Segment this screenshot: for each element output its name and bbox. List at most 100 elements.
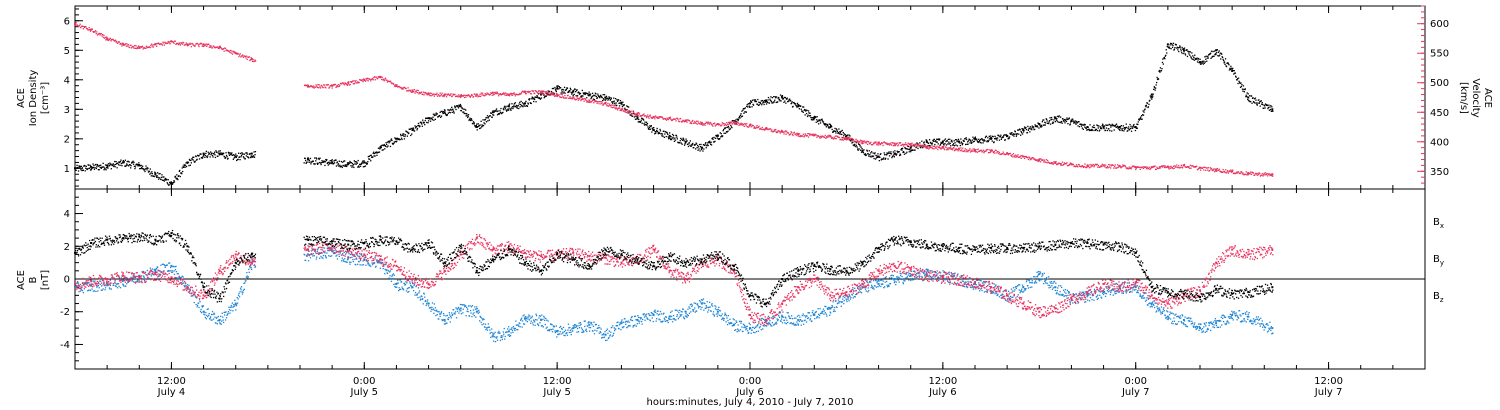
by-series-point [347,256,350,259]
bx-series-point [700,258,703,261]
velocity-tick-label: 450 [1430,108,1449,119]
density-series-point [363,161,366,164]
legend-item-y: By [1433,254,1444,267]
velocity-series-point [925,145,928,148]
bz-series-point [1150,294,1153,297]
density-ylabel-line2: Ion Density [28,70,39,127]
bx-series-point [668,255,671,258]
bx-series-point [234,261,237,264]
bz-series-point [990,286,993,289]
density-axis-ticks: 1 2 3 4 5 6 [64,8,83,187]
density-series-point [1118,126,1121,129]
bx-series-point [636,258,639,261]
by-series-point [620,322,623,325]
legend-item-z: Bz [1433,291,1444,304]
bx-series-point [909,240,912,243]
bz-series-point [941,276,944,279]
bx-series-point [491,258,494,261]
density-series-point [138,164,141,167]
density-series-point [1102,126,1105,129]
by-series-point [138,274,141,277]
bz-series-point [1086,291,1089,294]
bz-series-point [572,251,575,254]
by-series-point [122,279,125,282]
bx-series-point [861,263,864,266]
by-series-point [925,273,928,276]
velocity-tick-label: 600 [1430,19,1449,30]
density-ylabel-line1: ACE [16,88,27,108]
bx-series-point [620,253,623,256]
by-series-point [604,333,607,336]
density-tick-label: 1 [64,164,70,175]
by-series-point [202,310,205,313]
time-tick-label: 12:00 [1314,376,1343,387]
by-series-point [1038,273,1041,276]
bz-series-point [1038,310,1041,313]
velocity-series-point [1038,158,1041,161]
bz-series-point [749,314,751,316]
bz-series-point [588,255,591,258]
density-series-point [154,173,157,176]
density-series-scatter [75,42,1274,186]
velocity-series-point [1134,166,1137,169]
time-tick-label: 0:00 [1124,376,1146,387]
by-series-point [218,318,221,321]
density-series-point [941,140,944,143]
bz-series-point [893,264,896,267]
bz-series-point [475,237,478,240]
bx-series-point [411,248,414,251]
bx-series-point [990,246,993,249]
bx-series-point [556,253,559,256]
bx-series-point [1054,243,1057,246]
date-tick-label: July 6 [735,387,764,398]
density-series-point [218,152,221,155]
density-series-point [829,126,832,129]
bx-series-point [797,269,800,272]
field-ylabel-line1: ACE [16,270,27,290]
density-series-point [379,146,382,149]
bx-series-point [604,248,607,251]
by-series-point [716,310,719,313]
bz-series-point [234,253,237,256]
velocity-tick-label: 550 [1430,49,1449,60]
density-series-point [797,105,800,108]
by-series-point [74,286,76,289]
density-series-point [250,152,253,155]
by-series-point [1271,327,1274,330]
velocity-series-point [1215,168,1218,171]
field-tick-label: -2 [60,307,70,318]
density-series-point [749,102,751,105]
density-velocity-panel-frame [74,5,1426,190]
bx-series-point [475,269,478,272]
bz-series-point [540,255,543,258]
velocity-series-point [829,135,832,138]
date-tick-label: July 5 [542,387,571,398]
by-series-point [700,302,703,305]
velocity-ylabel-line1: ACE [1482,88,1493,108]
by-series-point [524,317,526,320]
velocity-ylabel-line2: Velocity [1470,78,1481,117]
by-series-point [411,286,414,289]
density-series-point [716,134,719,137]
by-series-point [684,310,687,313]
by-series-point [877,282,880,285]
density-series-point [990,137,993,140]
time-axis-title: hours:minutes, July 4, 2010 - July 7, 20… [647,397,854,408]
by-series-point [507,330,510,333]
density-series-point [909,146,912,149]
bz-series-point [845,291,848,294]
by-series-point [797,318,800,321]
density-series-point [1271,108,1274,111]
date-tick-label: July 7 [1121,387,1150,398]
bz-series-point [1134,281,1137,284]
velocity-series-scatter [75,22,1274,177]
bz-series-point [829,294,832,297]
legend-item-x: Bx [1433,217,1444,230]
by-series-point [1134,286,1137,289]
density-series-point [813,117,816,120]
bx-series-point [1231,292,1234,295]
bz-series-point [154,273,157,276]
bx-series-point [974,248,976,251]
density-series-point [202,152,205,155]
